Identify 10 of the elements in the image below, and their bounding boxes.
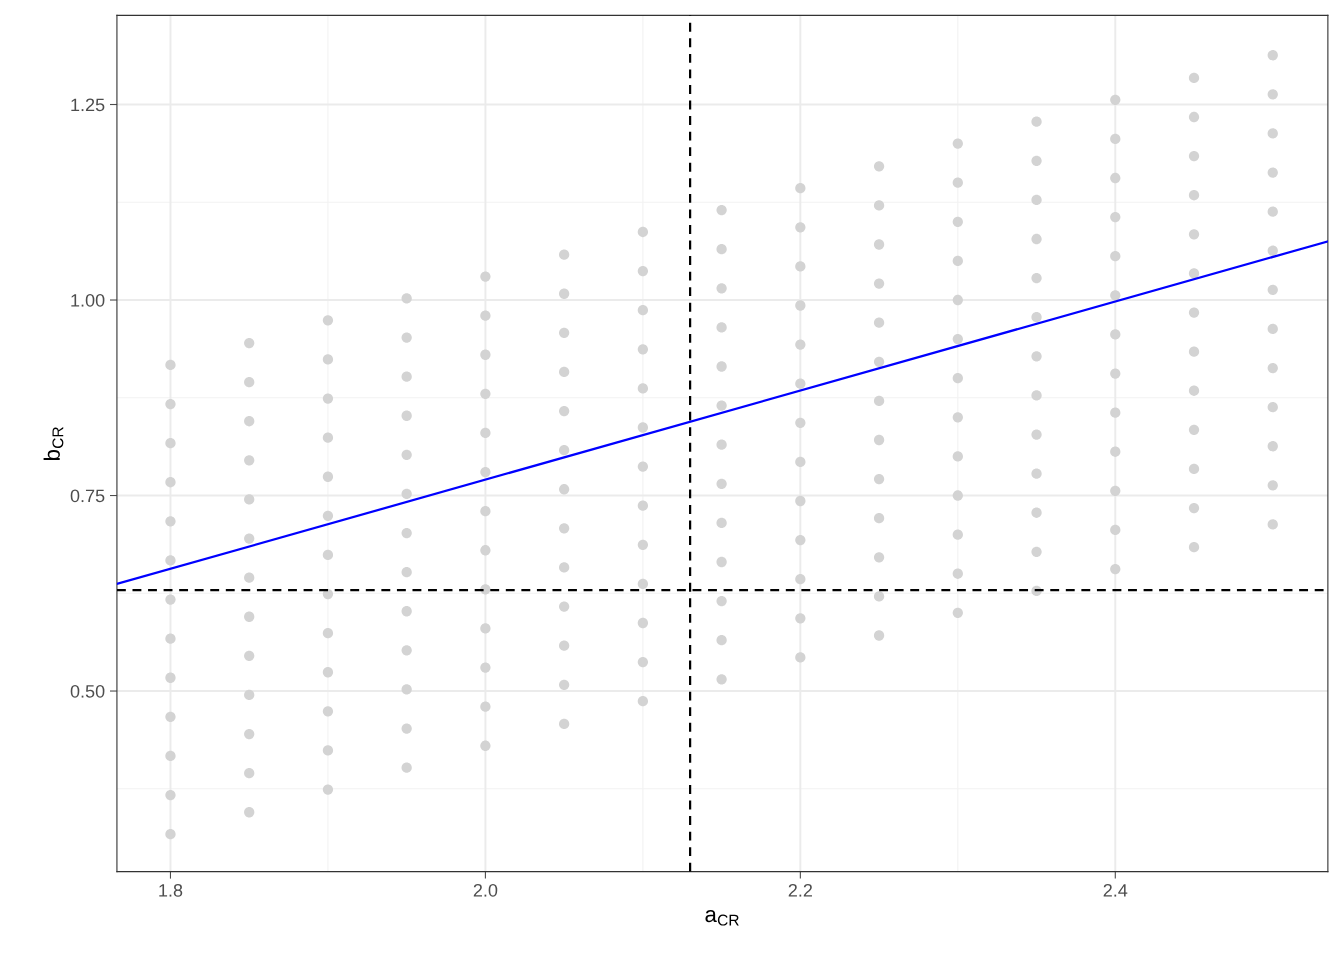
y-tick-label: 0.50: [70, 684, 105, 698]
y-tick-label: 0.75: [70, 489, 105, 503]
x-tick-label: 2.0: [473, 883, 498, 897]
x-axis-title: a$_{CR}$: [705, 909, 739, 926]
x-tick-label: 2.2: [788, 883, 812, 897]
y-axis-title: b$_{CR}$: [43, 427, 64, 460]
x-tick-label: 2.4: [1103, 883, 1128, 897]
x-tick-label: 1.8: [159, 883, 183, 897]
y-tick-label: 1.25: [71, 98, 105, 112]
y-tick-label: 1.00: [71, 293, 105, 307]
